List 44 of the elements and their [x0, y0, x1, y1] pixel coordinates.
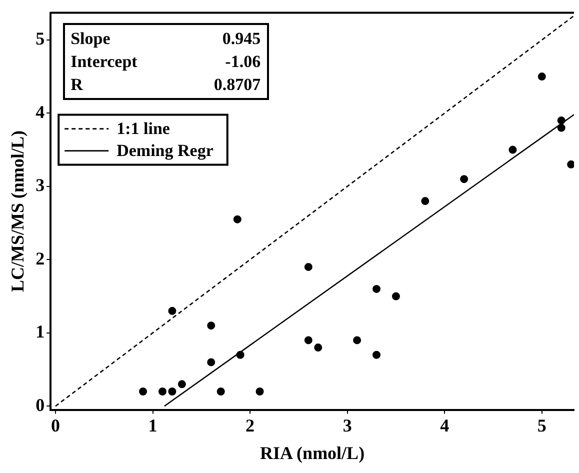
point — [207, 322, 216, 330]
x-tick-label: 4 — [440, 415, 450, 436]
x-tick-label: 5 — [537, 415, 546, 436]
y-tick-label: 0 — [36, 394, 45, 415]
point — [392, 292, 400, 300]
point — [557, 124, 566, 132]
point — [304, 336, 312, 344]
x-axis-title: RIA (nmol/L) — [260, 442, 365, 463]
text: Intercept -1.06 — [70, 52, 261, 71]
x-tick-label: 1 — [148, 415, 158, 436]
point — [207, 358, 216, 366]
x-tick-label: 2 — [246, 415, 255, 436]
text: R 0.8707 — [70, 74, 261, 94]
point — [256, 387, 264, 396]
point — [178, 380, 186, 388]
point — [236, 350, 244, 359]
point — [460, 175, 468, 184]
point — [557, 116, 566, 124]
point — [538, 72, 546, 81]
point — [421, 197, 430, 206]
point — [158, 387, 166, 396]
point — [168, 387, 176, 396]
y-tick-label: 4 — [36, 102, 45, 122]
point — [353, 336, 362, 344]
legend-label: Deming Regr — [116, 141, 214, 160]
point — [372, 284, 381, 293]
y-tick-label: 2 — [36, 248, 45, 268]
x-tick-label: 3 — [342, 415, 352, 436]
text: Slope 0.945 — [70, 28, 261, 48]
legend-label: 1:1 line — [116, 119, 170, 138]
point — [139, 387, 148, 396]
point — [508, 146, 517, 154]
x-tick-label: 0 — [50, 415, 60, 436]
y-axis-title: LC/MS/MS (nmol/L) — [7, 130, 28, 292]
y-tick-label: 1 — [36, 322, 45, 342]
point — [216, 387, 225, 396]
y-tick-label: 5 — [36, 28, 45, 49]
point — [314, 344, 322, 352]
point — [168, 306, 176, 315]
y-tick-label: 3 — [36, 175, 45, 196]
point — [233, 215, 242, 224]
point — [567, 160, 574, 168]
point — [304, 262, 312, 271]
point — [372, 350, 381, 359]
